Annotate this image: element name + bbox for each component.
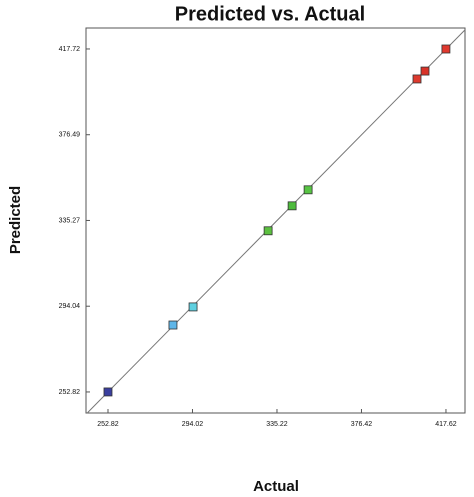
point (412, 74, 422, 84)
y-axis-label: Predicted (7, 186, 24, 254)
x-tick-label: 294.02 (182, 421, 204, 428)
y-tick-label: 417.72 (59, 46, 81, 53)
y-tick-label: 252.82 (59, 389, 81, 396)
point (441, 44, 451, 54)
x-tick-label: 376.42 (351, 421, 373, 428)
point (420, 66, 430, 76)
x-tick-label: 335.22 (266, 421, 288, 428)
reference-line (86, 29, 466, 414)
x-tick-label: 252.82 (97, 421, 119, 428)
point (188, 302, 198, 312)
plot-frame (85, 27, 466, 414)
point (263, 226, 273, 236)
point (303, 185, 313, 195)
y-tick-label: 335.27 (59, 217, 81, 224)
point (103, 387, 113, 397)
y-tick-label: 294.04 (59, 303, 81, 310)
point (287, 201, 297, 211)
chart-title: Predicted vs. Actual (175, 3, 365, 25)
x-tick-label: 417.62 (435, 421, 457, 428)
y-tick-label: 376.49 (59, 132, 81, 139)
x-axis-label: Actual (253, 478, 299, 495)
point (168, 320, 178, 330)
